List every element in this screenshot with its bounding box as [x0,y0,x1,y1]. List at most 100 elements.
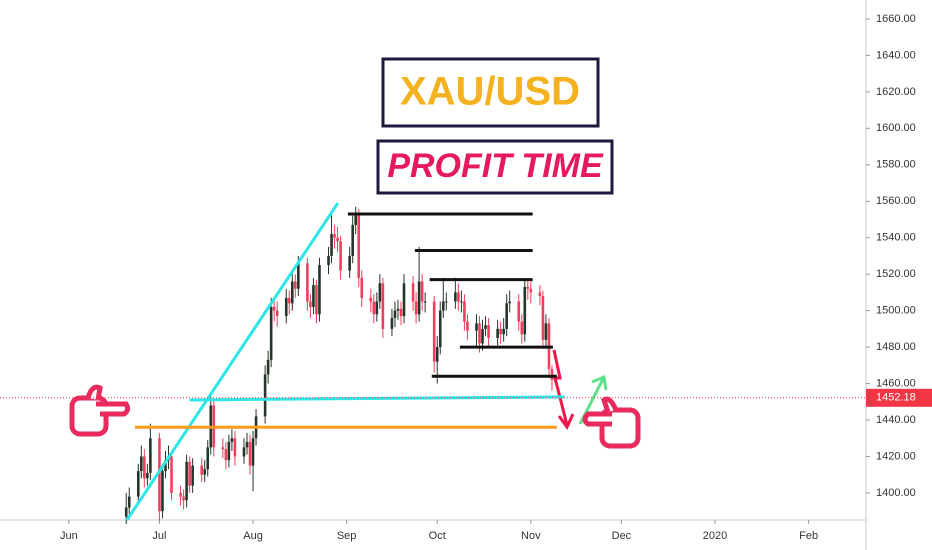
candle-body [158,438,161,512]
candle-body [336,237,339,242]
candle-body [191,465,194,486]
candle-body [523,286,527,335]
x-tick-label: Jul [152,530,166,542]
candle-body [185,461,188,501]
candle-body [435,347,439,362]
candle-body [188,461,191,486]
y-tick-label: 1540.00 [876,232,916,244]
candle-body [417,281,421,315]
hand-left [69,384,131,437]
candle-body [136,471,140,497]
y-tick-label: 1640.00 [876,49,916,61]
hand-right [582,396,641,449]
candle-body [505,303,508,329]
y-tick-label: 1560.00 [876,195,916,207]
candle-body [143,456,146,479]
candle-body [170,456,173,493]
y-tick-label: 1600.00 [876,122,916,134]
candle-body [203,469,207,475]
last-price-label: 1452.18 [876,392,916,404]
candle-body [360,277,364,298]
down-arrow-head [557,413,575,430]
y-tick-label: 1420.00 [876,450,916,462]
candle-body [481,328,484,344]
candle-body [306,263,309,302]
y-tick-label: 1520.00 [876,268,916,280]
candle-body [124,507,128,517]
candle-body [233,438,237,457]
candle-body [263,374,267,417]
candle-body [390,317,394,329]
candle-body [318,265,321,315]
candle-body [242,447,246,457]
candle-body [375,301,379,315]
candle-body [272,306,276,311]
candle-body [541,296,545,340]
candle-body [312,285,315,307]
candle-body [290,281,294,304]
candle-body [420,281,424,302]
candle-body [478,323,481,344]
candle-body [339,241,342,271]
chart-subtitle: PROFIT TIME [387,147,604,185]
candle-body [396,308,400,311]
candle-body [457,292,460,302]
y-tick-label: 1660.00 [876,13,916,25]
candle-body [127,496,131,508]
candle-body [351,224,354,256]
candle-body [496,328,499,338]
y-tick-label: 1440.00 [876,414,916,426]
candle-body [520,321,524,335]
candle-body [499,328,502,335]
candle-body [266,359,270,375]
title-box [381,57,600,128]
candle-body [402,283,406,317]
y-tick-label: 1460.00 [876,377,916,389]
y-tick-label: 1620.00 [876,86,916,98]
candle-body [544,323,548,340]
y-tick-label: 1500.00 [876,305,916,317]
candle-body [333,234,336,238]
candle-body [414,301,418,315]
candle-body [393,310,397,318]
candle-body [161,471,164,512]
x-tick-label: Sep [337,530,357,542]
candle-body [438,310,442,348]
candle-body [357,214,361,278]
candle-body [463,301,466,322]
candle-body [227,441,231,461]
candle-body [179,492,182,497]
last-price-box [866,388,932,407]
candle-body [164,460,167,472]
candle-body [315,285,318,315]
down-arrow [552,349,569,426]
x-tick-label: 2020 [703,530,727,542]
candle-body [200,465,204,475]
candle-body [140,456,143,472]
candle-body [330,234,333,256]
x-tick-label: Jun [60,530,78,542]
chart-title: XAU/USD [400,70,580,114]
candle-body [538,292,542,297]
candle-body [432,301,436,362]
candle-body [444,301,448,303]
candle-body [381,283,385,329]
candle-body [502,328,505,335]
candle-body [230,438,234,442]
candle-body [517,301,521,322]
drawing-line [189,395,565,402]
candle-body [245,441,249,448]
candle-body [251,438,255,466]
plot-area [124,206,554,524]
candle-body [466,321,469,331]
candle-body [454,292,457,302]
candle-body [182,496,185,501]
candle-body [287,297,291,304]
x-tick-label: Nov [521,530,541,542]
drawing-line [125,202,340,522]
candle-body [284,297,288,317]
candle-body [372,301,376,315]
candle-body [484,325,487,329]
